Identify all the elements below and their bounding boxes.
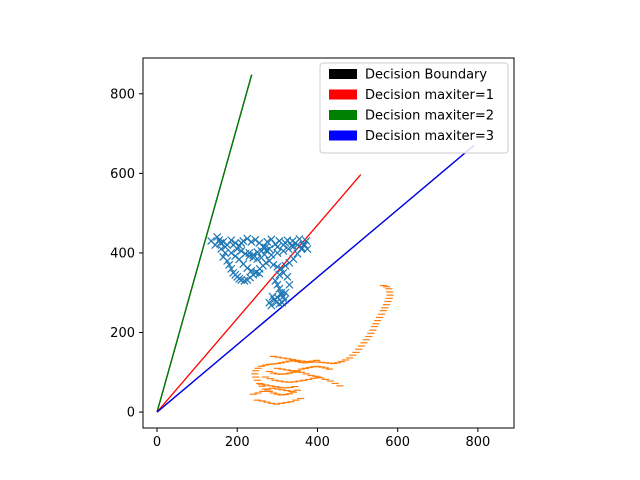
x-tick-label-2: 400 [305, 435, 330, 450]
point-s0-66 [281, 261, 290, 270]
point-s0-106 [229, 240, 238, 250]
point-s0-92 [275, 270, 284, 279]
point-s0-72 [302, 236, 311, 246]
scatter-points [207, 233, 394, 405]
point-s0-68 [289, 254, 298, 263]
y-tick-label-4: 800 [110, 87, 135, 102]
decision-line-1 [156, 74, 253, 413]
point-s0-108 [257, 246, 266, 255]
legend: Decision Boundary Decision maxiter=1 Decis… [319, 62, 509, 154]
y-tick-label-1: 200 [110, 326, 135, 341]
point-s0-99 [284, 244, 293, 253]
legend-swatch-0 [329, 69, 357, 79]
point-s0-36 [240, 276, 249, 285]
point-s0-74 [273, 280, 282, 289]
point-s0-88 [281, 288, 290, 297]
point-s0-26 [221, 248, 230, 257]
point-s0-85 [267, 301, 276, 310]
point-s0-97 [273, 248, 282, 257]
legend-label-1: Decision maxiter=1 [365, 88, 494, 103]
point-s0-60 [247, 266, 256, 275]
point-s0-5 [227, 236, 236, 245]
decision-line-2 [156, 174, 362, 413]
legend-label-3: Decision maxiter=3 [365, 129, 494, 144]
point-s0-111 [281, 238, 290, 248]
point-s0-96 [267, 250, 276, 259]
point-s0-87 [277, 290, 286, 299]
legend-swatch-1 [329, 89, 357, 100]
point-s0-63 [269, 260, 278, 269]
point-s0-86 [273, 293, 282, 302]
point-s0-73 [271, 276, 280, 285]
decision-lines [156, 74, 475, 413]
legend-swatch-3 [329, 130, 357, 141]
point-s0-28 [223, 256, 232, 265]
point-s0-29 [225, 260, 234, 269]
axes-frame [142, 57, 515, 429]
point-s0-59 [243, 264, 252, 273]
point-s0-14 [263, 237, 272, 246]
point-s0-103 [213, 233, 222, 242]
point-s0-94 [249, 250, 258, 259]
point-s0-105 [221, 242, 230, 252]
point-s0-107 [237, 238, 246, 248]
point-s0-10 [247, 237, 256, 246]
point-s0-91 [279, 268, 288, 277]
point-s0-62 [255, 269, 264, 278]
y-tick-label-0: 0 [127, 406, 135, 421]
x-tick-label-1: 200 [225, 435, 250, 450]
legend-label-2: Decision maxiter=2 [365, 109, 494, 124]
x-axis: 0 200 400 600 800 [153, 428, 490, 450]
decision-line-4 [156, 145, 475, 413]
point-s0-89 [285, 280, 294, 289]
point-s0-75 [275, 284, 284, 293]
point-s0-110 [273, 242, 282, 252]
legend-swatch-2 [329, 110, 357, 120]
point-s0-30 [227, 264, 236, 273]
x-tick-label-0: 0 [153, 435, 161, 450]
point-s0-112 [288, 236, 297, 246]
point-s0-98 [279, 246, 288, 255]
y-axis: 0 200 400 600 800 [110, 87, 143, 421]
point-s0-109 [265, 244, 274, 253]
legend-box [319, 62, 509, 154]
y-tick-label-2: 400 [110, 246, 135, 261]
x-tick-label-4: 800 [465, 435, 490, 450]
x-tick-label-3: 600 [385, 435, 410, 450]
point-s0-93 [245, 248, 254, 257]
point-s0-102 [298, 244, 307, 253]
y-tick-label-3: 600 [110, 167, 135, 182]
legend-label-0: Decision Boundary [365, 68, 487, 83]
